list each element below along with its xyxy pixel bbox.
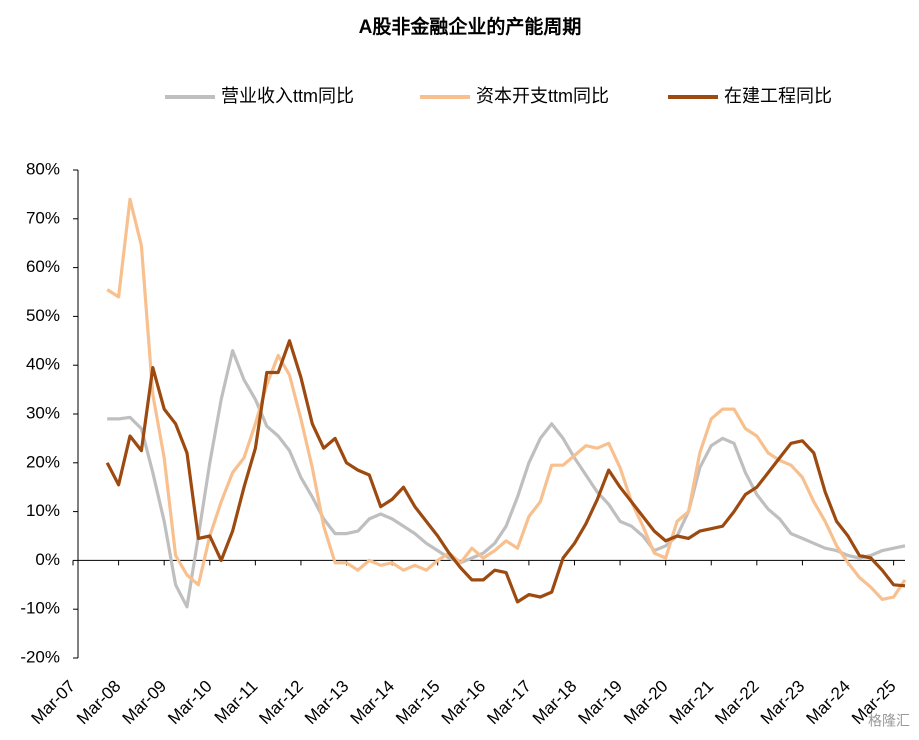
x-tick-label: Mar-17 — [483, 677, 535, 729]
x-tick-label: Mar-15 — [392, 677, 444, 729]
x-tick-label: Mar-16 — [438, 677, 490, 729]
y-tick-label: -10% — [20, 599, 60, 618]
x-tick-label: Mar-14 — [347, 677, 399, 729]
legend-label: 在建工程同比 — [724, 86, 832, 106]
y-tick-label: 20% — [26, 452, 60, 471]
x-tick-label: Mar-11 — [211, 677, 262, 728]
x-tick-label: Mar-21 — [666, 677, 718, 729]
y-tick-label: 80% — [26, 159, 60, 178]
x-tick-label: Mar-07 — [27, 677, 79, 729]
series-line — [107, 349, 906, 609]
series-line — [105, 339, 906, 604]
x-tick-label: Mar-09 — [119, 677, 171, 729]
x-tick-label: Mar-22 — [711, 677, 763, 729]
x-tick-label: Mar-18 — [529, 677, 581, 729]
y-tick-label: 70% — [26, 208, 60, 227]
legend-label: 营业收入ttm同比 — [221, 86, 354, 106]
y-tick-label: 30% — [26, 403, 60, 422]
x-tick-label: Mar-20 — [620, 677, 672, 729]
x-tick-label: Mar-19 — [575, 677, 627, 729]
legend-label: 资本开支ttm同比 — [476, 86, 609, 106]
y-tick-label: 0% — [35, 550, 60, 569]
x-tick-label: Mar-12 — [255, 677, 307, 729]
x-tick-label: Mar-10 — [164, 677, 216, 729]
chart-title: A股非金融企业的产能周期 — [359, 15, 582, 38]
x-tick-label: Mar-24 — [802, 677, 854, 729]
y-tick-label: 40% — [26, 355, 60, 374]
x-tick-label: Mar-23 — [757, 677, 809, 729]
x-tick-label: Mar-08 — [73, 677, 125, 729]
watermark: 格隆汇 — [868, 713, 910, 729]
y-tick-label: 10% — [26, 501, 60, 520]
series-line — [106, 197, 907, 601]
x-tick-label: Mar-13 — [301, 677, 353, 729]
y-tick-label: -20% — [20, 647, 60, 666]
y-tick-label: 60% — [26, 257, 60, 276]
y-tick-label: 50% — [26, 306, 60, 325]
